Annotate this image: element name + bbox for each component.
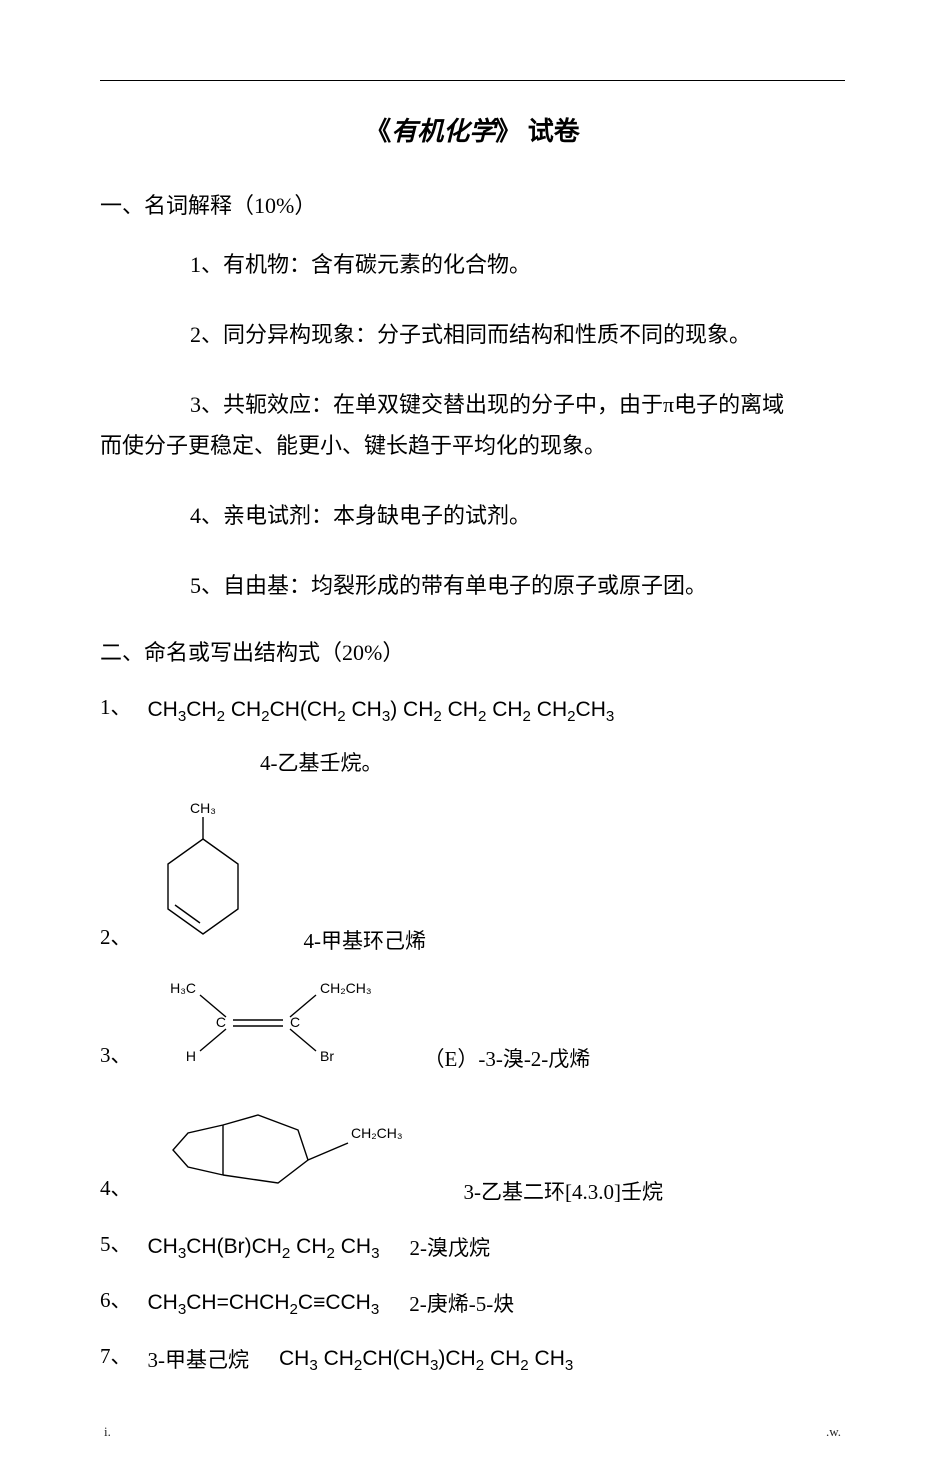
footer: i. .w. bbox=[100, 1424, 845, 1440]
q7-name: 3-甲基己烷 bbox=[148, 1344, 250, 1374]
q3: 3、 H₃C CH₂CH₃ H Br C C （E）-3-溴-2-戊烯 bbox=[100, 977, 845, 1073]
q6-formula: CH3CH=CHCH2C≡CCH3 bbox=[148, 1291, 380, 1318]
q3-num: 3、 bbox=[100, 1039, 132, 1073]
q7-num: 7、 bbox=[100, 1340, 132, 1374]
defn-3-line2: 而使分子更稳定、能更小、键长趋于平均化的现象。 bbox=[100, 425, 845, 467]
q6-answer: 2-庚烯-5-炔 bbox=[409, 1288, 514, 1318]
q3-structure: H₃C CH₂CH₃ H Br C C bbox=[148, 977, 378, 1073]
q4-structure: CH₂CH₃ bbox=[148, 1095, 418, 1206]
defn-1-text: 含有碳元素的化合物。 bbox=[311, 252, 531, 277]
q5-formula: CH3CH(Br)CH2 CH2 CH3 bbox=[148, 1235, 380, 1262]
q2-answer: 4-甲基环己烯 bbox=[304, 925, 427, 955]
defn-1: 1、有机物：含有碳元素的化合物。 bbox=[190, 244, 845, 286]
footer-left: i. bbox=[104, 1424, 111, 1440]
q5-num: 5、 bbox=[100, 1228, 132, 1262]
q6-num: 6、 bbox=[100, 1284, 132, 1318]
q4-answer: 3-乙基二环[4.3.0]壬烷 bbox=[464, 1176, 663, 1206]
q3-cr: C bbox=[290, 1014, 300, 1030]
defn-3: 3、共轭效应：在单双键交替出现的分子中，由于π电子的离域 而使分子更稳定、能更小… bbox=[100, 384, 845, 468]
defn-4-text: 本身缺电子的试剂。 bbox=[333, 503, 531, 528]
defn-2-num: 2、 bbox=[190, 322, 223, 347]
q7: 7、 3-甲基己烷 CH3 CH2CH(CH3)CH2 CH2 CH3 bbox=[100, 1340, 845, 1374]
title-emph: 有机化学 bbox=[391, 117, 495, 146]
top-rule bbox=[100, 80, 845, 81]
q6: 6、 CH3CH=CHCH2C≡CCH3 2-庚烯-5-炔 bbox=[100, 1284, 845, 1318]
q3-tr: CH₂CH₃ bbox=[320, 980, 372, 996]
q5: 5、 CH3CH(Br)CH2 CH2 CH3 2-溴戊烷 bbox=[100, 1228, 845, 1262]
defn-5-bold: 自由基： bbox=[223, 573, 311, 598]
q3-answer: （E）-3-溴-2-戊烯 bbox=[424, 1043, 591, 1073]
title-prefix: 《 bbox=[365, 117, 391, 146]
defn-2: 2、同分异构现象：分子式相同而结构和性质不同的现象。 bbox=[190, 314, 845, 356]
q5-answer: 2-溴戊烷 bbox=[409, 1232, 490, 1262]
defn-4-bold: 亲电试剂： bbox=[223, 503, 333, 528]
q1-num: 1、 bbox=[100, 691, 132, 725]
q2-ch3: CH₃ bbox=[190, 800, 216, 816]
defn-2-bold: 同分异构现象： bbox=[223, 322, 377, 347]
q2-svg: CH₃ bbox=[148, 799, 258, 949]
q4-ethyl: CH₂CH₃ bbox=[351, 1125, 403, 1141]
q1: 1、 CH3CH2 CH2CH(CH2 CH3) CH2 CH2 CH2 CH2… bbox=[100, 691, 845, 725]
defn-2-text: 分子式相同而结构和性质不同的现象。 bbox=[377, 322, 751, 347]
q2: 2、 CH₃ 4-甲基环己烯 bbox=[100, 799, 845, 955]
q2-num: 2、 bbox=[100, 921, 132, 955]
q3-br: Br bbox=[320, 1048, 334, 1064]
defn-3-line1: 在单双键交替出现的分子中，由于π电子的离域 bbox=[333, 392, 784, 417]
section1-header: 一、名词解释（10%） bbox=[100, 188, 845, 220]
defn-5-num: 5、 bbox=[190, 573, 223, 598]
defn-4: 4、亲电试剂：本身缺电子的试剂。 bbox=[190, 495, 845, 537]
defn-3-num: 3、 bbox=[190, 392, 223, 417]
defn-5-text: 均裂形成的带有单电子的原子或原子团。 bbox=[311, 573, 707, 598]
defn-4-num: 4、 bbox=[190, 503, 223, 528]
footer-right: .w. bbox=[826, 1424, 841, 1440]
section2-header: 二、命名或写出结构式（20%） bbox=[100, 635, 845, 667]
q3-bl: H bbox=[185, 1048, 195, 1064]
q7-formula: CH3 CH2CH(CH3)CH2 CH2 CH3 bbox=[279, 1347, 573, 1374]
title-suffix: 》 试卷 bbox=[495, 117, 580, 146]
q3-tl: H₃C bbox=[170, 980, 196, 996]
q3-cl: C bbox=[215, 1014, 225, 1030]
q3-svg: H₃C CH₂CH₃ H Br C C bbox=[148, 977, 378, 1067]
q4-svg: CH₂CH₃ bbox=[148, 1095, 418, 1200]
q2-structure: CH₃ bbox=[148, 799, 258, 955]
defn-1-bold: 有机物： bbox=[223, 252, 311, 277]
defn-5: 5、自由基：均裂形成的带有单电子的原子或原子团。 bbox=[190, 565, 845, 607]
q4-num: 4、 bbox=[100, 1172, 132, 1206]
defn-3-bold: 共轭效应： bbox=[223, 392, 333, 417]
page-title: 《有机化学》 试卷 bbox=[100, 111, 845, 148]
q1-answer: 4-乙基壬烷。 bbox=[260, 747, 845, 777]
q1-formula: CH3CH2 CH2CH(CH2 CH3) CH2 CH2 CH2 CH2CH3 bbox=[148, 698, 615, 725]
defn-1-num: 1、 bbox=[190, 252, 223, 277]
q4: 4、 CH₂CH₃ 3-乙基二环[4.3.0]壬烷 bbox=[100, 1095, 845, 1206]
